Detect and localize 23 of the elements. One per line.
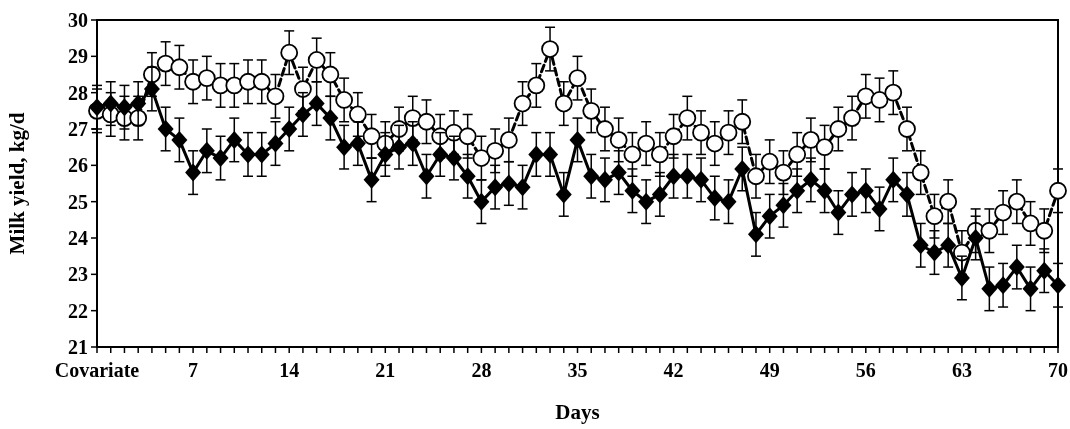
y-axis-title: Milk yield, kg/d: [5, 112, 29, 255]
y-tick-label: 21: [68, 336, 88, 358]
x-tick-label: 21: [375, 359, 396, 381]
x-tick-label: Covariate: [54, 359, 140, 381]
x-tick-label: 42: [663, 359, 684, 381]
y-tick-label: 22: [68, 299, 88, 322]
y-tick-label: 23: [68, 263, 88, 286]
x-axis-title: Days: [555, 400, 600, 424]
x-tick-label: 70: [1048, 359, 1068, 381]
y-tick-label: 24: [68, 227, 88, 249]
y-tick-label: 26: [68, 154, 88, 177]
x-tick-label: 49: [759, 359, 780, 381]
x-tick-label: 7: [188, 359, 199, 381]
x-tick-label: 56: [855, 359, 876, 381]
y-tick-label: 30: [68, 9, 88, 31]
y-tick-label: 29: [68, 45, 88, 68]
x-tick-label: 63: [951, 359, 972, 381]
x-tick-label: 28: [471, 359, 492, 381]
x-tick-label: 35: [567, 359, 588, 381]
x-tick-label: 14: [279, 359, 300, 381]
y-tick-label: 27: [68, 118, 88, 140]
y-tick-label: 28: [68, 81, 88, 104]
y-tick-label: 25: [68, 190, 88, 213]
